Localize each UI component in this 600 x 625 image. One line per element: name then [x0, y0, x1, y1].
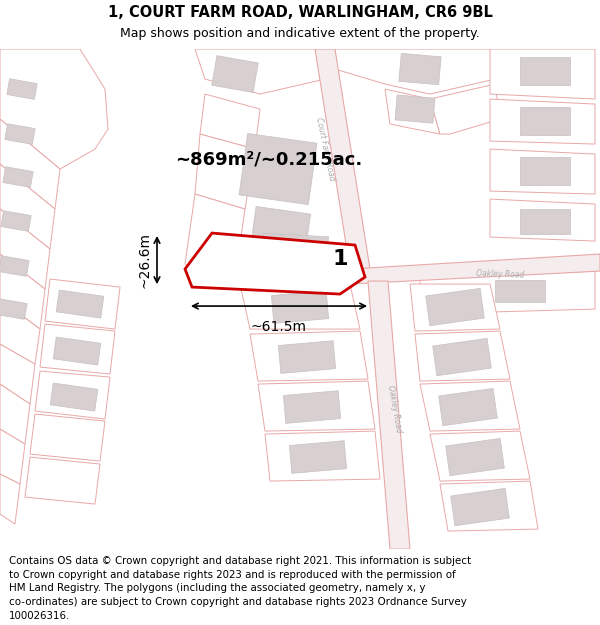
- Polygon shape: [185, 233, 365, 294]
- Polygon shape: [440, 481, 538, 531]
- Polygon shape: [0, 344, 35, 404]
- Polygon shape: [53, 337, 101, 365]
- Polygon shape: [433, 338, 491, 376]
- Polygon shape: [399, 53, 441, 85]
- Polygon shape: [415, 331, 510, 381]
- Polygon shape: [25, 457, 100, 504]
- Polygon shape: [193, 266, 217, 288]
- Polygon shape: [1, 211, 31, 231]
- Polygon shape: [0, 429, 25, 484]
- Polygon shape: [265, 431, 380, 481]
- Polygon shape: [0, 49, 108, 169]
- Polygon shape: [0, 299, 40, 364]
- Polygon shape: [0, 474, 20, 524]
- Polygon shape: [0, 164, 55, 249]
- Polygon shape: [490, 99, 595, 144]
- Polygon shape: [289, 441, 347, 473]
- Polygon shape: [212, 56, 258, 92]
- Text: Contains OS data © Crown copyright and database right 2021. This information is : Contains OS data © Crown copyright and d…: [9, 556, 471, 566]
- Polygon shape: [520, 57, 570, 85]
- Polygon shape: [385, 89, 440, 134]
- Text: 1, COURT FARM ROAD, WARLINGHAM, CR6 9BL: 1, COURT FARM ROAD, WARLINGHAM, CR6 9BL: [107, 5, 493, 20]
- Polygon shape: [0, 119, 60, 209]
- Polygon shape: [240, 284, 360, 329]
- Text: Map shows position and indicative extent of the property.: Map shows position and indicative extent…: [120, 28, 480, 40]
- Polygon shape: [262, 233, 328, 275]
- Polygon shape: [451, 488, 509, 526]
- Polygon shape: [5, 124, 35, 144]
- Polygon shape: [0, 384, 30, 444]
- Polygon shape: [520, 107, 570, 135]
- Polygon shape: [430, 84, 500, 134]
- Polygon shape: [195, 134, 255, 209]
- Polygon shape: [250, 331, 368, 381]
- Polygon shape: [395, 95, 435, 123]
- Polygon shape: [430, 431, 530, 481]
- Text: ~26.6m: ~26.6m: [138, 232, 152, 288]
- Text: 100026316.: 100026316.: [9, 611, 70, 621]
- Polygon shape: [40, 324, 115, 374]
- Polygon shape: [0, 256, 29, 276]
- Polygon shape: [490, 49, 595, 99]
- Text: Oakley Road: Oakley Road: [476, 269, 524, 279]
- Polygon shape: [3, 167, 33, 187]
- Polygon shape: [490, 149, 595, 194]
- Polygon shape: [195, 49, 325, 94]
- Polygon shape: [185, 194, 245, 279]
- Polygon shape: [335, 49, 495, 94]
- Polygon shape: [50, 383, 98, 411]
- Polygon shape: [7, 79, 37, 99]
- Text: ~61.5m: ~61.5m: [251, 320, 307, 334]
- Polygon shape: [350, 254, 600, 284]
- Polygon shape: [0, 299, 27, 319]
- Polygon shape: [446, 438, 505, 476]
- Polygon shape: [490, 199, 595, 241]
- Text: 1: 1: [332, 249, 348, 269]
- Polygon shape: [520, 157, 570, 185]
- Polygon shape: [283, 391, 341, 423]
- Polygon shape: [239, 134, 317, 204]
- Text: HM Land Registry. The polygons (including the associated geometry, namely x, y: HM Land Registry. The polygons (includin…: [9, 583, 425, 593]
- Polygon shape: [56, 290, 104, 318]
- Polygon shape: [258, 381, 375, 431]
- Text: ~869m²/~0.215ac.: ~869m²/~0.215ac.: [175, 150, 362, 168]
- Polygon shape: [495, 280, 545, 302]
- Text: Court Farm Road: Court Farm Road: [314, 116, 336, 182]
- Polygon shape: [410, 284, 500, 331]
- Text: co-ordinates) are subject to Crown copyright and database rights 2023 Ordnance S: co-ordinates) are subject to Crown copyr…: [9, 597, 467, 607]
- Polygon shape: [0, 254, 45, 329]
- Text: to Crown copyright and database rights 2023 and is reproduced with the permissio: to Crown copyright and database rights 2…: [9, 569, 455, 579]
- Polygon shape: [200, 94, 260, 149]
- Text: Oakley Road: Oakley Road: [386, 384, 404, 434]
- Polygon shape: [271, 291, 329, 323]
- Polygon shape: [425, 288, 484, 326]
- Polygon shape: [35, 371, 110, 419]
- Polygon shape: [368, 281, 410, 549]
- Polygon shape: [315, 49, 370, 269]
- Polygon shape: [0, 209, 50, 289]
- Polygon shape: [250, 206, 311, 262]
- Polygon shape: [420, 381, 520, 431]
- Polygon shape: [439, 388, 497, 426]
- Polygon shape: [520, 209, 570, 234]
- Polygon shape: [278, 341, 335, 373]
- Polygon shape: [420, 271, 595, 314]
- Polygon shape: [45, 279, 120, 329]
- Polygon shape: [30, 414, 105, 461]
